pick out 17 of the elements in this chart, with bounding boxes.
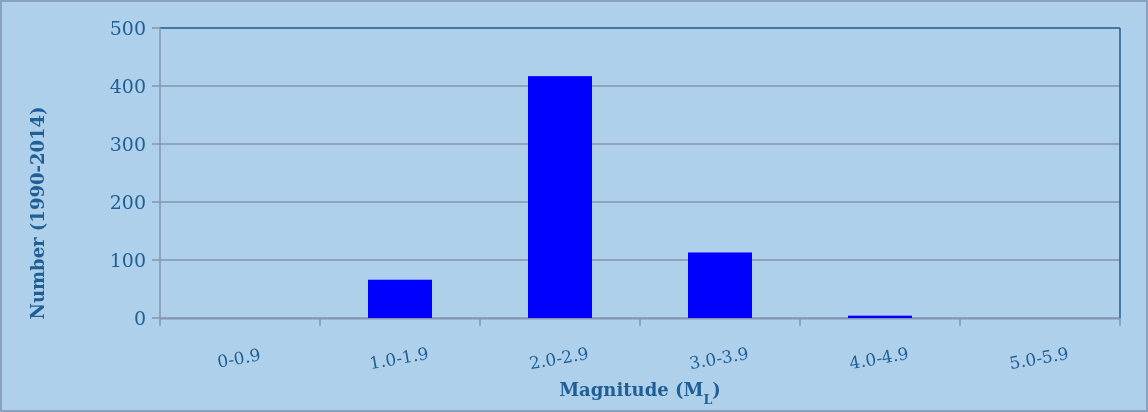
x-tick-label: 5.0-5.9 [1007,343,1071,374]
y-tick-label: 0 [133,306,146,329]
y-tick-label: 300 [109,132,146,155]
y-axis-title: Number (1990-2014) [27,106,48,320]
x-tick-label: 0-0.9 [215,344,263,372]
bar [528,76,592,318]
y-tick-label: 400 [109,74,146,97]
y-tick-label: 100 [109,248,146,271]
x-tick-label: 2.0-2.9 [527,343,591,374]
y-tick-label: 200 [109,190,146,213]
x-axis-title: Magnitude (M$_{L}$) [559,379,721,407]
x-tick-label: 1.0-1.9 [367,343,431,374]
x-tick-label: 4.0-4.9 [847,343,911,374]
x-tick-label: 3.0-3.9 [687,343,751,374]
y-tick-label: 500 [109,16,146,39]
bar [688,252,752,318]
bar [368,279,432,318]
